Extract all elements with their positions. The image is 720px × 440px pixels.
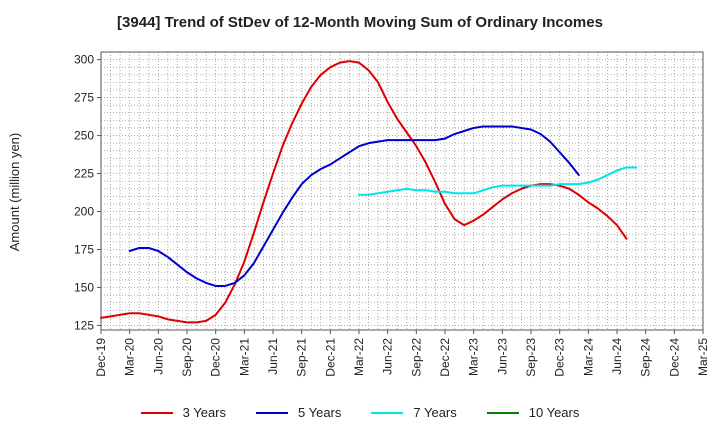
legend-label: 5 Years (298, 405, 342, 420)
x-tick-label: Jun-24 (610, 338, 624, 375)
x-tick-label: Dec-24 (667, 338, 681, 377)
series-line-3-years (100, 60, 628, 324)
x-tick-label: Mar-23 (467, 338, 481, 376)
x-tick-label: Dec-21 (323, 338, 337, 377)
legend-swatch (371, 411, 404, 414)
x-tick-label: Sep-24 (639, 338, 653, 377)
legend-item: 10 Years (486, 405, 580, 420)
y-axis-label: Amount (million yen) (7, 133, 22, 252)
x-tick-label: Dec-20 (209, 338, 223, 377)
x-tick-label: Mar-22 (352, 338, 366, 376)
grid-lines (101, 52, 703, 330)
y-tick-label: 300 (74, 53, 94, 67)
legend-label: 7 Years (413, 405, 457, 420)
x-tick-label: Mar-21 (237, 338, 251, 376)
x-tick-label: Sep-21 (295, 338, 309, 377)
legend-swatch (256, 411, 288, 414)
legend-swatch (486, 411, 519, 414)
x-tick-label: Jun-22 (381, 338, 395, 375)
legend-item: 5 Years (256, 405, 341, 420)
legend: 3 Years 5 Years 7 Years 10 Years (0, 405, 720, 420)
y-tick-label: 200 (74, 205, 94, 219)
x-tick-label: Sep-20 (180, 338, 194, 377)
x-tick-label: Jun-21 (266, 338, 280, 375)
legend-item: 3 Years (140, 405, 226, 420)
legend-label: 10 Years (528, 405, 580, 420)
y-tick-label: 225 (74, 167, 94, 181)
y-tick-label: 175 (74, 242, 94, 256)
x-tick-label: Mar-25 (696, 338, 710, 376)
x-tick-label: Dec-19 (94, 338, 108, 377)
x-tick-label: Dec-22 (438, 338, 452, 377)
y-tick-label: 275 (74, 91, 94, 105)
y-tick-label: 250 (74, 129, 94, 143)
x-tick-label: Sep-23 (524, 338, 538, 377)
x-tick-label: Jun-23 (495, 338, 509, 375)
chart-title: [3944] Trend of StDev of 12-Month Moving… (117, 14, 603, 31)
series-line-5-years (128, 125, 580, 287)
series-line-7-years (358, 166, 638, 196)
legend-label: 3 Years (182, 405, 226, 420)
plot-frame (100, 51, 704, 331)
series-lines (100, 60, 638, 324)
x-tick-label: Dec-23 (553, 338, 567, 377)
x-tick-label: Jun-20 (151, 338, 165, 375)
legend-item: 7 Years (371, 405, 457, 420)
y-tick-label: 150 (74, 280, 94, 294)
x-tick-label: Mar-24 (581, 338, 595, 376)
axes: 125 150 175 200 225 250 275 300 Dec-19 Mar-20 Jun-… (74, 51, 710, 377)
x-tick-label: Mar-20 (123, 338, 137, 376)
y-tick-label: 125 (74, 318, 94, 332)
x-tick-label: Sep-22 (409, 338, 423, 377)
legend-swatch (140, 411, 173, 414)
